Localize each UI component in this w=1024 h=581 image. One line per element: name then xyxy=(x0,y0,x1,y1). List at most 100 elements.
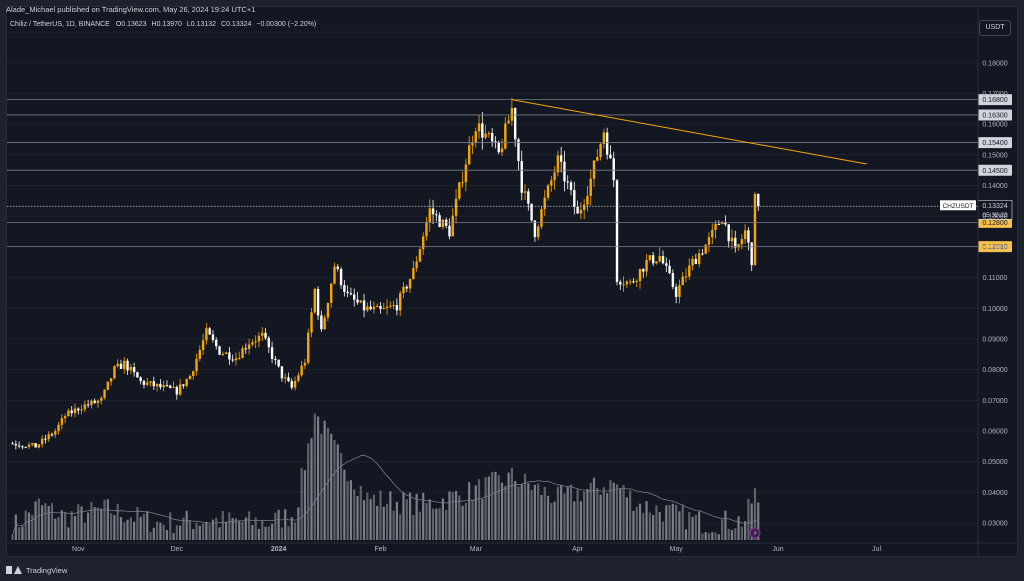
volume-bar xyxy=(678,511,681,540)
volume-bar xyxy=(579,501,582,540)
volume-bar xyxy=(152,527,155,540)
x-axis-tick-label: Dec xyxy=(171,546,184,553)
candle-body xyxy=(336,266,339,269)
level-price-label: 0.12010 xyxy=(982,244,1007,251)
candle-body xyxy=(149,381,152,383)
candle-body xyxy=(688,265,691,277)
volume-bar xyxy=(280,527,284,540)
volume-bar xyxy=(87,512,90,540)
volume-bar xyxy=(64,512,67,540)
candle-body xyxy=(307,332,310,363)
volume-bar xyxy=(520,484,523,540)
volume-bar xyxy=(704,532,707,540)
volume-bar xyxy=(451,492,454,540)
candle-body xyxy=(563,161,566,182)
candle-body xyxy=(310,312,313,333)
candle-body xyxy=(714,223,717,230)
level-price-tag xyxy=(978,137,1012,149)
volume-bar xyxy=(405,499,408,540)
volume-bar xyxy=(448,491,451,540)
volume-bar xyxy=(382,506,385,540)
candle-body xyxy=(418,249,422,262)
level-price-label: 0.16800 xyxy=(982,97,1007,104)
candle-body xyxy=(67,410,70,417)
volume-bar xyxy=(648,512,651,540)
level-price-label: 0.15400 xyxy=(982,140,1007,147)
candle-body xyxy=(80,409,83,411)
candle-body xyxy=(264,332,267,339)
volume-bar xyxy=(149,532,152,540)
volume-bar xyxy=(684,529,688,540)
volume-bar xyxy=(303,470,307,540)
candle-body xyxy=(238,358,241,360)
volume-bar xyxy=(717,534,720,540)
candle-body xyxy=(356,299,359,303)
volume-bar xyxy=(622,484,625,540)
high-label: H xyxy=(151,21,157,28)
candle-body xyxy=(290,381,293,388)
volume-bar xyxy=(372,494,376,540)
candle-body xyxy=(27,444,31,448)
low-label: L xyxy=(186,21,191,28)
candle-body xyxy=(228,352,231,360)
candle-body xyxy=(257,335,261,342)
volume-bar xyxy=(261,520,264,540)
volume-bar xyxy=(753,488,757,540)
volume-bar xyxy=(376,506,379,540)
currency-button[interactable]: USDT xyxy=(979,20,1011,36)
volume-bar xyxy=(165,530,169,540)
candle-body xyxy=(569,182,573,190)
candle-body xyxy=(280,366,284,379)
y-axis-tick-label: 0.10000 xyxy=(982,306,1007,313)
candle-countdown: 05:35:23 xyxy=(982,212,1008,219)
volume-bar xyxy=(471,500,474,540)
volume-bar xyxy=(438,508,441,540)
level-price-tag xyxy=(978,241,1012,253)
candle-body xyxy=(497,141,500,153)
candle-body xyxy=(34,443,37,448)
volume-bar xyxy=(481,499,484,540)
volume-bar xyxy=(573,501,576,540)
volume-bar xyxy=(464,502,467,540)
candle-body xyxy=(139,377,142,382)
volume-bar xyxy=(586,489,589,540)
y-axis-tick-label: 0.05000 xyxy=(982,459,1007,466)
volume-bar xyxy=(560,485,563,540)
candle-body xyxy=(740,239,744,245)
volume-bar xyxy=(221,510,224,540)
candle-body xyxy=(720,222,724,225)
volume-bar xyxy=(133,521,136,540)
volume-bar xyxy=(714,532,717,540)
volume-bar xyxy=(566,486,569,540)
candle-body xyxy=(753,193,757,266)
volume-bar xyxy=(721,519,724,540)
volume-bar xyxy=(642,512,645,540)
volume-bar xyxy=(422,492,425,540)
candle-body xyxy=(428,208,431,223)
volume-bar xyxy=(569,484,573,540)
close-label: C xyxy=(221,21,227,28)
candle-body xyxy=(467,145,471,165)
footer-brand[interactable]: TradingView xyxy=(6,563,67,577)
volume-bar xyxy=(612,482,615,540)
candle-body xyxy=(146,382,149,385)
volume-bar xyxy=(543,486,546,540)
volume-bar xyxy=(277,509,280,540)
candle-body xyxy=(136,372,139,378)
candle-body xyxy=(553,172,556,181)
candle-body xyxy=(169,385,172,388)
volume-bar xyxy=(412,515,415,540)
volume-bar xyxy=(431,508,435,540)
volume-bar xyxy=(54,518,57,540)
candle-body xyxy=(159,383,162,388)
symbol-description: Chiliz / TetherUS, 1D, BINANCE xyxy=(10,21,110,28)
candle-body xyxy=(402,286,405,294)
candle-body xyxy=(579,209,583,214)
candle-body xyxy=(757,193,760,207)
candle-body xyxy=(346,291,349,294)
volume-bar xyxy=(37,498,40,540)
candle-body xyxy=(333,266,336,284)
candle-body xyxy=(668,265,671,274)
candle-body xyxy=(513,108,517,140)
